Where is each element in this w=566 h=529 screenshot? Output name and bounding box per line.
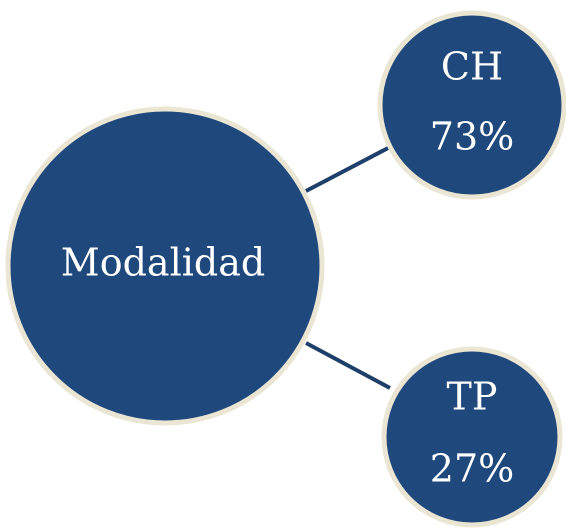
connector xyxy=(305,145,391,193)
root-node xyxy=(5,106,325,426)
child-label: TP xyxy=(447,375,498,419)
child-share: 27% xyxy=(430,447,514,491)
connector xyxy=(305,341,391,390)
child-label: CH xyxy=(441,45,503,89)
root-label: Modalidad xyxy=(61,241,265,285)
child-node xyxy=(381,346,563,528)
child-share: 73% xyxy=(430,115,514,159)
child-node xyxy=(377,10,566,200)
